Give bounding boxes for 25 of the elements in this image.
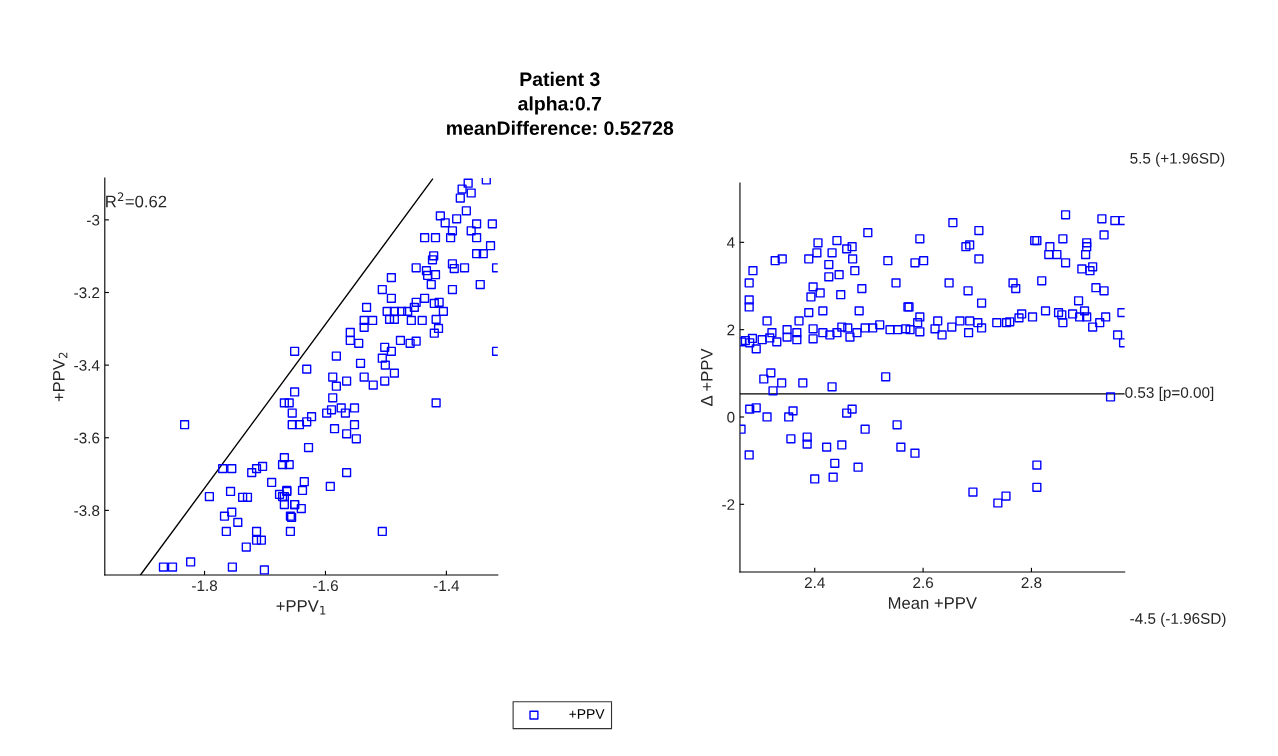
x-tick-label: -1.4 (433, 580, 460, 591)
y-tick-label: 2 (727, 324, 735, 336)
x-tick-label: 2.4 (804, 577, 825, 588)
y-tick-label: -3.2 (74, 287, 100, 299)
x-tick-label: 2.8 (1021, 577, 1042, 589)
y-tick-label: 4 (726, 237, 735, 248)
text: Patient 3 alpha:0.7 meanDifference: 0.52728 (447, 71, 674, 136)
y-tick-label: -3.6 (74, 432, 100, 444)
text: -4.5 (-1.96SD) (1130, 612, 1226, 627)
annotation: R$^{2}$=0.62 (106, 192, 167, 208)
x-axis-title: +PPV$_{1}$ (276, 600, 326, 615)
x-tick-label: 2.6 (913, 577, 934, 589)
y-tick-label: -3.8 (74, 505, 100, 517)
text: 5.5 (+1.96SD) (1130, 152, 1225, 167)
y-tick-label: -3.4 (74, 359, 100, 371)
x-tick-label: -1.6 (312, 580, 338, 592)
y-axis-title: +PPV$_{2}$ (53, 352, 68, 402)
y-axis-title: Δ +PPV (701, 348, 713, 406)
y-tick-label: -3 (87, 214, 100, 226)
y-tick-label: 0 (727, 411, 735, 423)
x-axis-title: Mean +PPV (888, 597, 977, 609)
ref-line-label: 0.53 [p=0.00] (1125, 386, 1214, 401)
x-tick-label: -1.8 (192, 580, 218, 592)
y-tick-label: -2 (722, 499, 735, 510)
legend-label: +PPV (569, 709, 605, 719)
